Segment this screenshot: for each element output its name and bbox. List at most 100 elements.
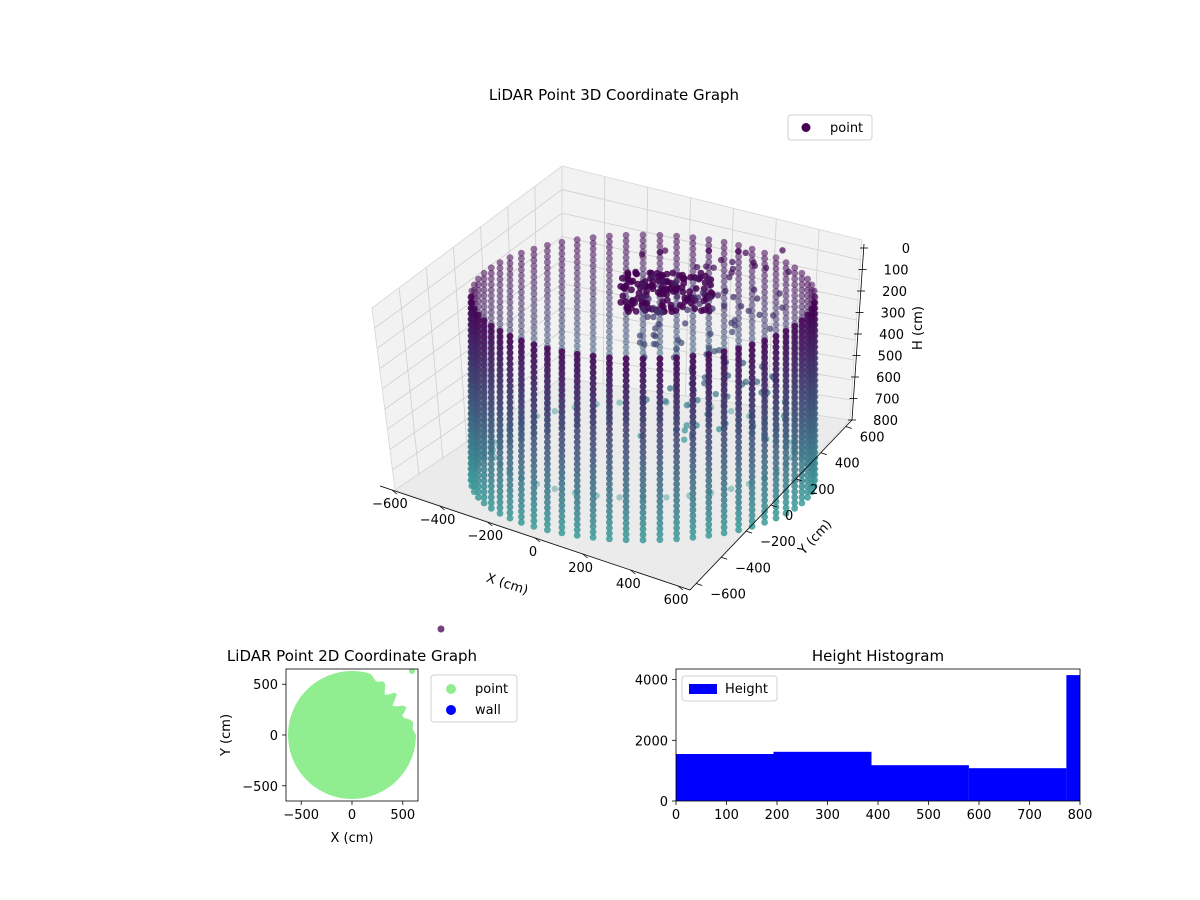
point-3d [558, 491, 566, 498]
point-3d [761, 277, 768, 285]
point-3d [467, 476, 475, 484]
point-3d [639, 509, 647, 516]
y-tick-3d [770, 504, 778, 508]
point-3d [487, 350, 495, 358]
point-3d [487, 328, 495, 336]
point-3d [506, 465, 514, 472]
point-3d [705, 444, 713, 451]
point-3d [496, 443, 504, 451]
point-3d [673, 469, 680, 477]
point-3d [720, 463, 728, 471]
point-3d [766, 325, 774, 332]
point-3d [487, 488, 495, 496]
point-3d [589, 245, 597, 253]
point-3d [681, 436, 688, 443]
point-3d [772, 355, 780, 362]
point-3d [673, 502, 680, 510]
point-3d [656, 404, 664, 412]
point-3d [761, 300, 768, 307]
point-3d [589, 318, 597, 326]
point-3d [506, 492, 514, 500]
point-3d [573, 258, 581, 266]
point-3d [748, 385, 756, 393]
point-3d [480, 308, 488, 316]
point-3d [622, 514, 630, 522]
point-3d [735, 521, 742, 528]
point-3d [782, 394, 790, 401]
point-3d [480, 455, 488, 463]
point-3d [530, 517, 538, 525]
point-3d [748, 352, 756, 360]
point-3d [606, 322, 613, 330]
point-3d [639, 270, 647, 278]
point-3d [782, 465, 790, 473]
point-3d [656, 519, 664, 527]
point-3d [544, 477, 551, 484]
point-3d [779, 247, 786, 254]
point-3d [791, 389, 799, 396]
point-3d [506, 326, 514, 334]
point-3d [663, 270, 671, 278]
point-3d [622, 497, 630, 505]
point-3d [518, 266, 525, 274]
point-3d [656, 470, 664, 478]
point-3d [496, 309, 504, 317]
point-3d [782, 421, 790, 429]
point-3d [804, 411, 811, 418]
point-3d [652, 325, 659, 332]
point-3d [673, 365, 680, 373]
point-3d [558, 370, 566, 377]
point-3d [650, 304, 657, 312]
point-3d [782, 504, 790, 512]
point-3d [782, 388, 790, 396]
point-3d [705, 394, 713, 402]
point-3d [496, 264, 504, 272]
point-3d [705, 344, 713, 352]
point-3d [558, 322, 566, 330]
point-3d [480, 444, 488, 452]
point-3d [705, 499, 713, 506]
point-3d [506, 459, 514, 467]
point-3d [782, 498, 790, 506]
point-3d [606, 453, 613, 460]
point-3d [720, 386, 728, 394]
point-3d [544, 281, 551, 288]
point-3d [506, 498, 514, 505]
point-3d [689, 363, 697, 371]
point-3d [772, 465, 780, 472]
point-3d [487, 355, 495, 363]
point-3d [689, 251, 697, 258]
point-3d [761, 272, 768, 279]
point-3d [530, 407, 538, 415]
point-3d [496, 460, 504, 468]
point-3d [622, 465, 630, 472]
point-3d [798, 356, 806, 363]
point-3d [530, 329, 538, 337]
point-3d [622, 321, 630, 329]
point-3d [761, 381, 768, 389]
point-3d [589, 506, 597, 514]
y-tick-3d [795, 478, 803, 482]
point-3d [518, 392, 525, 400]
point-3d [558, 397, 566, 405]
point-3d [689, 440, 697, 448]
point-3d [639, 242, 647, 250]
point-3d [496, 344, 504, 352]
point-3d [673, 442, 680, 449]
point-3d [487, 449, 495, 457]
point-3d [638, 251, 646, 258]
point-3d [606, 502, 613, 510]
point-3d [673, 480, 680, 488]
point-3d [735, 504, 742, 512]
point-3d [544, 361, 551, 369]
point-3d [518, 348, 525, 356]
point-3d [689, 501, 697, 508]
point-3d [573, 471, 581, 479]
point-3d [506, 377, 514, 384]
point-3d [673, 346, 680, 353]
point-3d [496, 339, 504, 346]
point-3d [467, 410, 475, 417]
point-3d [622, 371, 630, 379]
point-3d [689, 323, 697, 331]
point-3d [558, 348, 566, 356]
